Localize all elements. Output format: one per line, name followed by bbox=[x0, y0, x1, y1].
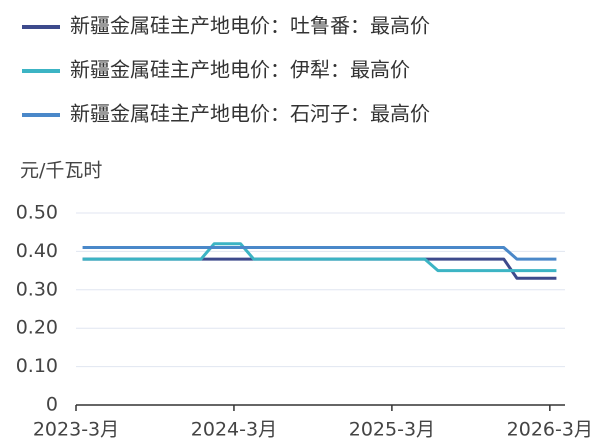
x-tick-label: 2026-3月 bbox=[507, 419, 593, 441]
y-axis-label: 元/千瓦时 bbox=[20, 160, 102, 182]
y-tick-label: 0.40 bbox=[16, 240, 58, 262]
series-line bbox=[82, 246, 557, 261]
y-tick-label: 0 bbox=[46, 394, 58, 416]
x-tick-label: 2025-3月 bbox=[349, 419, 435, 441]
y-tick-label: 0.50 bbox=[16, 202, 58, 224]
series-line bbox=[82, 257, 557, 280]
y-tick-label: 0.20 bbox=[16, 317, 58, 339]
y-tick-label: 0.30 bbox=[16, 278, 58, 300]
series-line bbox=[82, 242, 557, 273]
x-tick-label: 2024-3月 bbox=[191, 419, 277, 441]
y-tick-label: 0.10 bbox=[16, 355, 58, 377]
legend-label: 新疆金属硅主产地电价：吐鲁番：最高价 bbox=[70, 14, 430, 38]
x-tick-label: 2023-3月 bbox=[33, 419, 119, 441]
legend-label: 新疆金属硅主产地电价：伊犁：最高价 bbox=[70, 58, 410, 82]
legend-label: 新疆金属硅主产地电价：石河子：最高价 bbox=[70, 102, 430, 126]
